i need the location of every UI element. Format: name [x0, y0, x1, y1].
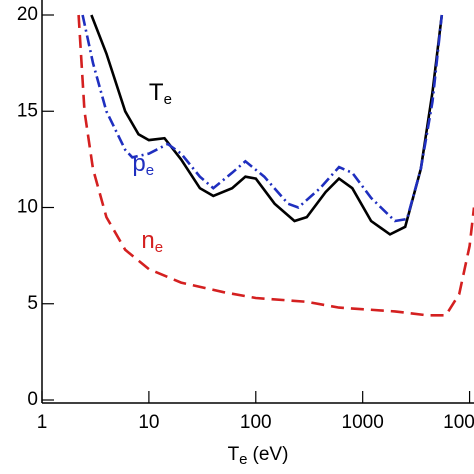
x-tick-label: 100: [240, 412, 272, 433]
annotation-text: n: [141, 227, 154, 254]
line: [81, 14, 444, 223]
line: [77, 14, 474, 317]
annotation: pe: [132, 150, 154, 179]
y-tick-label: 10: [17, 197, 38, 218]
annotation: ne: [141, 227, 163, 256]
y-tick-label: 0: [27, 389, 38, 410]
x-axis-label: Te (eV): [228, 444, 289, 468]
annotation-text: T: [149, 79, 164, 106]
line: [90, 14, 444, 236]
x-tick-label: 10: [138, 412, 159, 433]
annotation-sub: e: [164, 91, 172, 108]
y-tick-label: 20: [17, 4, 38, 25]
x-tick-label: 1000: [342, 412, 384, 433]
annotation-sub: e: [155, 239, 163, 256]
y-tick-label: 5: [27, 293, 38, 314]
annotation-text: p: [132, 150, 145, 177]
x-tick-label: 10000: [443, 412, 474, 433]
annotation-sub: e: [146, 162, 154, 179]
y-tick-label: 15: [17, 100, 38, 121]
annotation: Te: [149, 79, 172, 108]
x-tick-label: 1: [37, 412, 48, 433]
